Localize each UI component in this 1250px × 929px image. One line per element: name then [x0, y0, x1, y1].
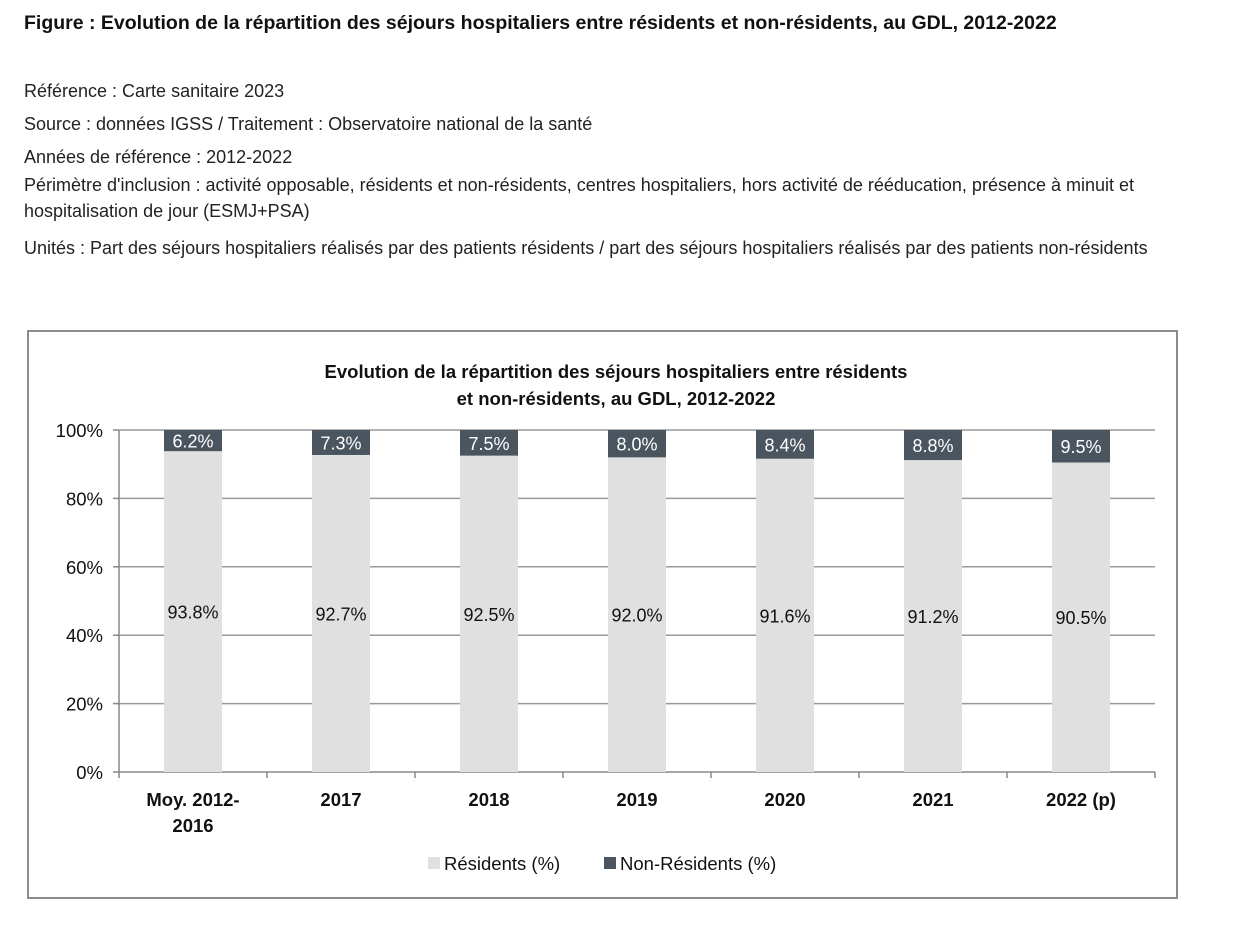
- data-label-non-residents: 9.5%: [1060, 437, 1101, 457]
- source-text: Source : données IGSS / Traitement : Obs…: [24, 114, 593, 134]
- x-category-label: 2016: [172, 815, 213, 836]
- bar-residents: [608, 457, 666, 772]
- bar-non-residents: [1052, 430, 1110, 463]
- data-label-residents: 92.5%: [463, 605, 514, 625]
- x-category-label: Moy. 2012-: [146, 789, 239, 810]
- data-label-non-residents: 7.5%: [468, 434, 509, 454]
- inclusion-scope-text: Périmètre d'inclusion : activité opposab…: [24, 175, 1135, 221]
- data-label-residents: 91.6%: [759, 606, 810, 626]
- legend-label-non-residents: Non-Résidents (%): [620, 853, 776, 874]
- bar-non-residents: [904, 430, 962, 461]
- data-label-residents: 91.2%: [907, 607, 958, 627]
- chart-frame: Evolution de la répartition des séjours …: [27, 330, 1178, 899]
- x-category-label: 2019: [616, 789, 657, 810]
- data-label-non-residents: 8.8%: [912, 436, 953, 456]
- legend-swatch-non-residents: [604, 857, 616, 869]
- chart-title-line: et non-résidents, au GDL, 2012-2022: [457, 388, 776, 409]
- bar-non-residents: [164, 430, 222, 452]
- data-label-residents: 92.0%: [611, 606, 662, 626]
- figure-title: Figure : Evolution de la répartition des…: [24, 12, 1057, 34]
- bar-residents: [460, 455, 518, 772]
- stacked-bar-chart: Evolution de la répartition des séjours …: [56, 361, 1156, 874]
- data-label-non-residents: 8.4%: [764, 435, 805, 455]
- data-label-residents: 93.8%: [167, 603, 218, 623]
- y-tick-label: 40%: [66, 625, 103, 646]
- y-tick-label: 60%: [66, 557, 103, 578]
- y-tick-label: 0%: [76, 762, 103, 783]
- legend-swatch-residents: [428, 857, 440, 869]
- bar-non-residents: [460, 430, 518, 456]
- chart-title-line: Evolution de la répartition des séjours …: [325, 361, 908, 382]
- x-category-label: 2021: [912, 789, 953, 810]
- y-tick-label: 80%: [66, 488, 103, 509]
- x-category-label: 2018: [468, 789, 509, 810]
- reference-years-text: Années de référence : 2012-2022: [24, 147, 293, 167]
- data-label-non-residents: 7.3%: [320, 433, 361, 453]
- data-label-non-residents: 8.0%: [616, 435, 657, 455]
- bar-residents: [312, 454, 370, 772]
- y-tick-label: 100%: [56, 420, 103, 441]
- y-tick-label: 20%: [66, 694, 103, 715]
- bar-residents: [756, 458, 814, 772]
- x-category-label: 2022 (p): [1046, 789, 1116, 810]
- bar-non-residents: [312, 430, 370, 455]
- data-label-non-residents: 6.2%: [172, 432, 213, 452]
- reference-text: Référence : Carte sanitaire 2023: [24, 81, 285, 101]
- bar-residents: [904, 460, 962, 772]
- units-text: Unités : Part des séjours hospitaliers r…: [24, 238, 1148, 258]
- bar-residents: [164, 451, 222, 772]
- bar-non-residents: [608, 430, 666, 458]
- bar-non-residents: [756, 430, 814, 459]
- bar-residents: [1052, 462, 1110, 772]
- data-label-residents: 90.5%: [1055, 608, 1106, 628]
- data-label-residents: 92.7%: [315, 604, 366, 624]
- x-category-label: 2017: [320, 789, 361, 810]
- legend-label-residents: Résidents (%): [444, 853, 560, 874]
- x-category-label: 2020: [764, 789, 805, 810]
